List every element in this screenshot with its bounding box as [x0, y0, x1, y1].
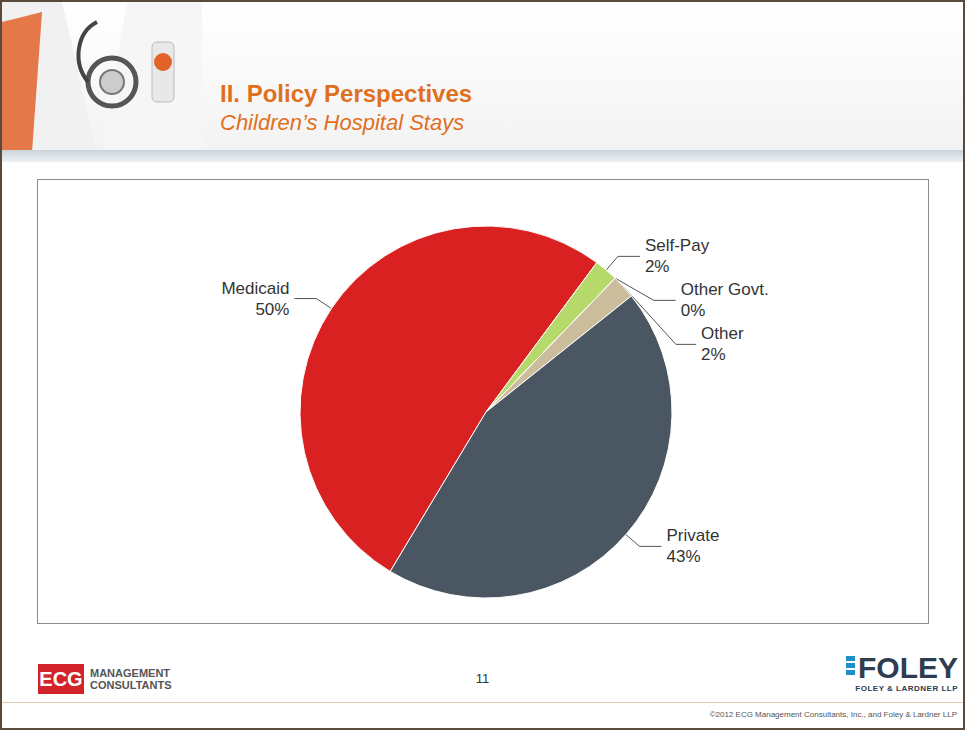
html-text:Children’s Hospital Stays: Children’s Hospital Stays [220, 110, 465, 135]
html-text:FOLEY & LARDNER LLP: FOLEY & LARDNER LLP [855, 684, 958, 693]
svg-text:50%: 50% [255, 300, 289, 319]
html-text:ECG MANAGEMENT: ECG MANAGEMENT [39, 667, 171, 690]
html-text:©2012 ECG Management Consultan: ©2012 ECG Management Consultants, Inc., … [709, 710, 957, 719]
svg-text:2%: 2% [645, 257, 670, 276]
html-text:CONSULTANTS: CONSULTANTS [90, 679, 172, 691]
html-text:FOLEY: FOLEY [858, 651, 958, 684]
svg-text:2%: 2% [701, 345, 726, 364]
svg-text:Other Govt.: Other Govt. [681, 280, 769, 299]
svg-text:Medicaid: Medicaid [221, 279, 289, 298]
svg-text:Self-Pay: Self-Pay [645, 236, 710, 255]
svg-text:43%: 43% [666, 547, 700, 566]
svg-text:Other: Other [701, 324, 744, 343]
svg-text:Private: Private [666, 526, 719, 545]
svg-text:0%: 0% [681, 301, 706, 320]
html-text:II. Policy Perspectives: II. Policy Perspectives [220, 80, 473, 107]
html-text:11: 11 [475, 671, 490, 686]
